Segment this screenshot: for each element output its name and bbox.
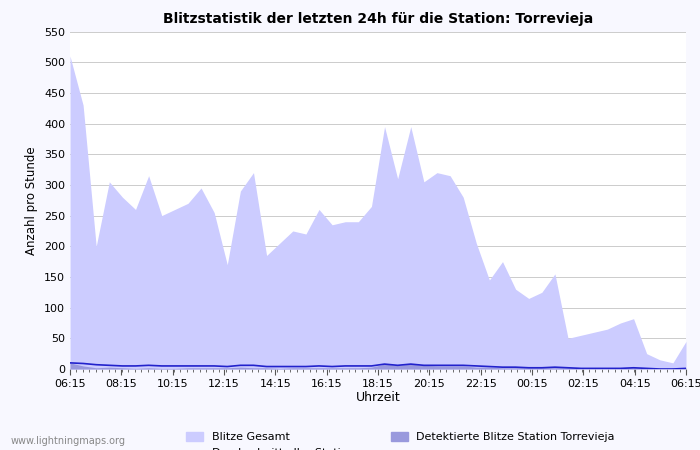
Title: Blitzstatistik der letzten 24h für die Station: Torrevieja: Blitzstatistik der letzten 24h für die S… (163, 12, 593, 26)
X-axis label: Uhrzeit: Uhrzeit (356, 391, 400, 404)
Legend: Blitze Gesamt, Durchschnitt aller Stationen, Detektierte Blitze Station Torrevie: Blitze Gesamt, Durchschnitt aller Statio… (186, 432, 615, 450)
Text: www.lightningmaps.org: www.lightningmaps.org (10, 436, 125, 446)
Y-axis label: Anzahl pro Stunde: Anzahl pro Stunde (25, 146, 38, 255)
